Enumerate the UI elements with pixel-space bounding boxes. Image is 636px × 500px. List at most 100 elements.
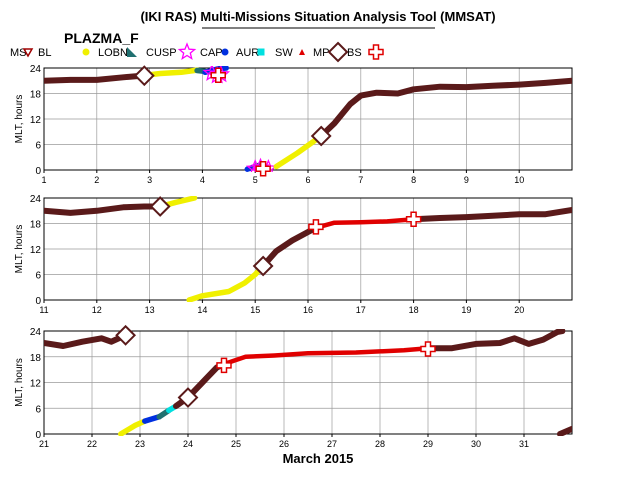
legend-item: BL [22,47,51,59]
legend-item: BS [327,41,362,63]
x-tick-label: 23 [135,439,145,449]
y-tick-label: 18 [30,353,42,364]
x-tick-label: 16 [303,305,313,315]
diamond-icon [327,41,349,63]
x-tick-label: 8 [411,175,416,185]
y-axis-label: MLT, hours [14,95,25,144]
legend-item [368,44,384,60]
square-icon [257,48,265,56]
x-tick-label: 20 [514,305,524,315]
legend-item: SW [257,47,293,59]
x-tick-label: 13 [145,305,155,315]
mp-cross-marker [308,219,324,235]
mp-cross-marker [210,67,226,83]
x-tick-label: 6 [305,175,310,185]
x-tick-label: 12 [92,305,102,315]
y-tick-label: 18 [30,220,42,231]
x-tick-label: 11 [39,305,48,315]
mission-name: PLAZMA_F [64,30,139,46]
x-tick-label: 1 [41,175,46,185]
triangle-down-icon [22,48,34,58]
chart-panel: 0 6 12 18 24 11 12 13 14 15 16 17 18 19 20 MLT, hours [14,194,573,315]
x-tick-label: 30 [471,439,481,449]
figure-title: (IKI RAS) Multi-Missions Situation Analy… [140,9,495,24]
dot-icon [221,48,229,56]
series-lobn-segment [273,133,324,170]
star-icon [177,42,197,60]
series-ms-segment [44,72,145,84]
bs-diamond-marker [133,65,155,87]
legend: MS BL LOBN CUSP CAP AUR SW MP BS [10,41,384,63]
x-tick-label: 28 [375,439,385,449]
x-tick-label: 3 [147,175,152,185]
series-mp-segment [224,345,431,366]
legend-label: MP [313,47,330,59]
mp-cross-marker [420,341,436,357]
plot-frame [43,330,573,435]
chart-panel: 0 6 12 18 24 21 22 23 24 25 26 27 28 29 30 31 MLT, hours [14,324,573,449]
wedge-icon [127,47,137,57]
x-tick-label: 5 [253,175,258,185]
x-tick-label: 18 [409,305,419,315]
bs-diamond-marker [115,324,137,346]
series-lobn-segment [118,418,148,436]
legend-item: CAP [177,42,223,60]
x-tick-label: 27 [327,439,337,449]
x-tick-label: 9 [464,175,469,185]
y-tick-label: 24 [30,64,42,75]
y-tick-label: 0 [35,430,41,441]
x-tick-label: 26 [279,439,289,449]
x-tick-label: 29 [423,439,433,449]
series-mp-segment [313,217,416,231]
x-tick-label: 21 [39,439,49,449]
legend-label: MS [10,47,27,59]
legend-label: AUR [236,47,259,59]
y-tick-label: 12 [30,115,42,126]
bs-diamond-marker [310,125,332,147]
series-ms-segment [425,329,566,352]
x-tick-label: 19 [461,305,471,315]
plot-frame [43,197,573,301]
x-tick-label: 17 [356,305,366,315]
series-ms-segment [318,77,572,139]
legend-item: MP [299,47,330,59]
x-tick-label: 7 [358,175,363,185]
x-tick-label: 4 [200,175,205,185]
mp-cross-marker [405,211,422,227]
legend-label: CAP [200,47,223,59]
y-tick-label: 18 [30,90,42,101]
legend-item: AUR [221,47,259,59]
plot-frame [43,67,573,171]
x-tick-label: 14 [197,305,207,315]
series-ms-segment [44,203,164,216]
series-ms-segment [260,224,319,269]
triangle-up-icon [299,49,305,55]
y-tick-label: 6 [35,141,41,152]
series-ms-segment [44,332,129,349]
series-lobn-segment [186,263,266,302]
bs-diamond-marker [252,255,274,277]
x-axis-label: March 2015 [283,451,354,466]
y-tick-label: 6 [35,271,41,282]
legend-item: MS [10,47,27,59]
y-tick-label: 12 [30,379,42,390]
dot-icon [82,48,90,56]
legend-item: LOBN [82,47,128,59]
series-ms-segment [557,425,572,436]
series-ms-segment [410,206,572,223]
x-tick-label: 31 [519,439,529,449]
y-axis-label: MLT, hours [14,225,25,274]
y-axis-label: MLT, hours [14,358,25,407]
bs-diamond-marker [177,387,199,408]
bs-diamond-marker [149,196,171,217]
mp-cross-marker [255,160,271,177]
y-tick-label: 24 [30,194,42,205]
x-tick-label: 2 [94,175,99,185]
legend-label: BS [347,47,362,59]
y-tick-label: 6 [35,404,41,415]
legend-item: CUSP [127,47,177,59]
mp-cross-marker [216,357,232,374]
